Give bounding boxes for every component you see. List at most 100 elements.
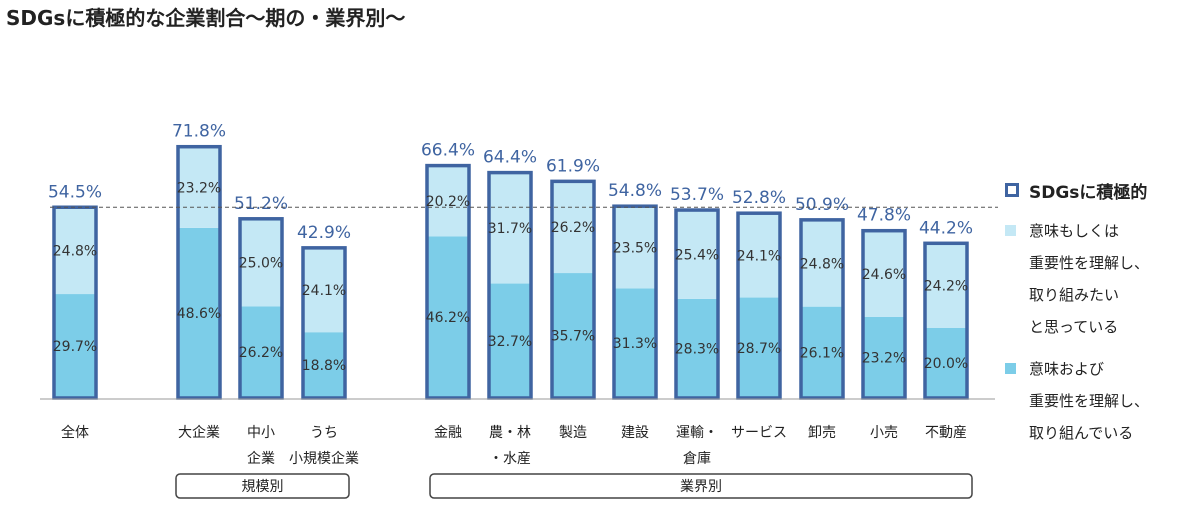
category-label: サービス [731,425,787,441]
segment-label-light: 23.2% [177,180,221,196]
category-label: 製造 [559,425,587,441]
segment-label-dark: 26.1% [800,345,844,361]
group-label: 業界別 [680,479,722,495]
legend-swatch-dark [1005,363,1016,374]
category-label: 中小 [247,425,275,441]
bar-segment-light [178,146,220,228]
total-label: 51.2% [234,194,288,214]
bar-total-outline [425,163,471,400]
legend-label-total: SDGsに積極的 [1029,183,1148,203]
segment-label-light: 31.7% [488,221,532,237]
bar-segment-dark [676,298,718,398]
bar-segment-dark [614,288,656,398]
bar-total-outline [301,246,347,400]
category-label: 不動産 [925,425,967,441]
bar-segment-light [738,213,780,298]
bar-segment-dark [738,297,780,398]
segment-label-light: 25.4% [675,248,719,264]
segment-label-light: 24.8% [53,244,97,260]
total-label: 66.4% [421,141,475,161]
category-label: 運輸・ [676,425,718,441]
segment-label-light: 25.0% [239,256,283,272]
category-label: 小規模企業 [289,450,359,467]
legend-item-light: 意味もしくは 重要性を理解し、 取り組みたい と思っている [1005,215,1183,343]
bar-segment-light [552,181,594,274]
bar-total-outline [612,204,658,400]
segment-label-dark: 20.0% [924,356,968,372]
bar-segment-dark [427,236,469,398]
group-label: 規模別 [242,479,284,495]
total-label: 61.9% [546,156,600,176]
bar-total-outline [799,218,845,400]
bar-segment-light [427,165,469,237]
total-label: 53.7% [670,185,724,205]
category-label: 卸売 [808,425,836,441]
bar-segment-light [614,206,656,289]
legend-label-light: 意味もしくは 重要性を理解し、 取り組みたい と思っている [1029,222,1150,336]
segment-label-dark: 29.7% [53,339,97,355]
legend: SDGsに積極的 意味もしくは 重要性を理解し、 取り組みたい と思っている 意… [1005,178,1183,449]
bar-segment-dark [178,227,220,398]
category-label: 金融 [434,425,462,441]
bar-segment-light [303,247,345,333]
total-label: 54.5% [48,182,102,202]
category-label: うち [310,425,338,441]
category-label: 大企業 [178,424,220,441]
segment-label-light: 24.6% [862,267,906,283]
bar-segment-light [489,172,531,284]
group-bracket [175,473,350,499]
bar-segment-light [801,219,843,307]
segment-label-light: 23.5% [613,240,657,256]
category-label: 倉庫 [683,450,711,467]
segment-label-light: 24.1% [737,248,781,264]
total-label: 50.9% [795,195,849,215]
segment-label-dark: 31.3% [613,336,657,352]
bar-total-outline [736,211,782,400]
segment-label-light: 26.2% [551,220,595,236]
segment-label-dark: 28.7% [737,341,781,357]
segment-label-dark: 46.2% [426,310,470,326]
bar-segment-light [925,243,967,328]
legend-swatch-total [1005,183,1019,197]
total-label: 64.4% [483,148,537,168]
bar-segment-dark [54,294,96,398]
segment-label-light: 20.2% [426,194,470,210]
bar-segment-dark [552,273,594,398]
bar-total-outline [550,179,596,400]
total-label: 54.8% [608,181,662,201]
bar-total-outline [487,170,533,400]
legend-item-dark: 意味および 重要性を理解し、 取り組んでいる [1005,353,1183,449]
chart-title: SDGsに積極的な企業割合〜期の・業界別〜 [6,6,406,30]
bar-total-outline [176,144,222,400]
bar-segment-dark [489,283,531,398]
legend-item-total: SDGsに積極的 [1005,178,1183,203]
total-label: 47.8% [857,206,911,226]
category-label: 全体 [61,424,89,441]
bar-segment-light [676,210,718,299]
segment-label-dark: 32.7% [488,334,532,350]
legend-label-dark: 意味および 重要性を理解し、 取り組んでいる [1029,360,1150,442]
bar-segment-light [863,230,905,317]
segment-label-light: 24.8% [800,256,844,272]
category-label: 農・林 [489,425,531,441]
category-label: 企業 [247,450,275,467]
segment-label-dark: 26.2% [239,345,283,361]
group-bracket [429,473,973,499]
bar-segment-dark [925,328,967,398]
bar-segment-dark [303,332,345,398]
total-label: 71.8% [172,122,226,142]
bar-segment-dark [863,316,905,398]
bar-segment-light [240,218,282,307]
segment-label-dark: 23.2% [862,350,906,366]
bar-total-outline [861,228,907,400]
total-label: 52.8% [732,188,786,208]
category-label: ・水産 [489,451,531,467]
bar-chart: 54.5% 24.8% 29.7% 全体 71.8% 23.2% 48.6% 大企業 51.2%… [40,122,998,499]
legend-swatch-light [1005,225,1016,236]
bar-segment-dark [240,306,282,398]
category-label: 建設 [621,425,649,441]
bar-segment-dark [801,306,843,398]
total-label: 42.9% [297,223,351,243]
segment-label-dark: 48.6% [177,306,221,322]
segment-label-light: 24.2% [924,279,968,295]
